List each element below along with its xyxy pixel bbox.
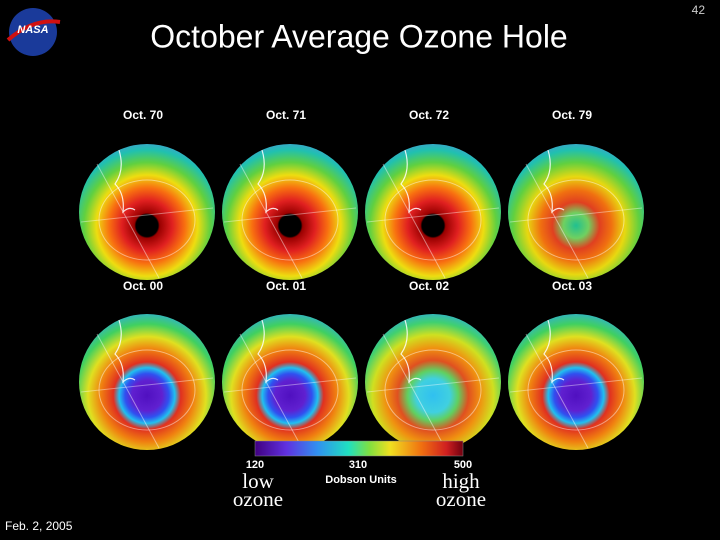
latitude-line	[98, 179, 196, 261]
meridian-line	[382, 163, 446, 279]
nasa-logo: NASA	[6, 8, 61, 56]
meridian-line	[80, 377, 214, 393]
globe	[508, 144, 644, 280]
low-label-box: low ozone	[232, 472, 284, 511]
coastline	[257, 149, 279, 214]
latitude-line	[98, 349, 196, 431]
meridian-line	[509, 377, 643, 393]
meridian-line	[96, 163, 160, 279]
meridian-line	[223, 207, 357, 223]
ozone-panel: Oct. 70	[79, 108, 215, 280]
colorbar-tick: 500	[454, 459, 472, 471]
meridian-line	[80, 207, 214, 223]
latitude-line	[241, 349, 339, 431]
high-label: high ozone	[435, 472, 487, 511]
globe	[508, 314, 644, 450]
ozone-panel: Oct. 00	[79, 279, 215, 450]
panel-label: Oct. 70	[123, 108, 163, 122]
meridian-line	[382, 333, 446, 449]
panel-label: Oct. 71	[266, 108, 306, 122]
ozone-panel: Oct. 79	[508, 108, 644, 280]
latitude-line	[527, 179, 625, 261]
meridian-line	[509, 207, 643, 223]
high-label-box: high ozone	[435, 472, 487, 511]
panel-label: Oct. 03	[552, 279, 592, 293]
meridian-line	[525, 333, 589, 449]
low-label: low ozone	[232, 472, 284, 511]
ozone-panel: Oct. 72	[365, 108, 501, 280]
meridian-line	[96, 333, 160, 449]
globe	[222, 314, 358, 450]
page-number: 42	[692, 3, 706, 17]
ozone-panel: Oct. 03	[508, 279, 644, 450]
coastline	[114, 319, 136, 384]
meridian-line	[366, 377, 500, 393]
logo-swoosh	[6, 19, 61, 42]
ozone-panel: Oct. 01	[222, 279, 358, 450]
panel-grid: Oct. 70 Oct. 71 Oct. 72 Oct. 79 Oct. 00 Oct. …	[79, 108, 644, 450]
latitude-line	[384, 179, 482, 261]
globe	[222, 144, 358, 280]
meridian-line	[239, 333, 303, 449]
logo-text: NASA	[17, 24, 48, 36]
coastline	[543, 149, 565, 214]
panel-label: Oct. 00	[123, 279, 163, 293]
globe	[365, 144, 501, 280]
coastline	[400, 149, 422, 214]
globe	[79, 314, 215, 450]
latitude-line	[241, 179, 339, 261]
coastline	[257, 319, 279, 384]
meridian-line	[239, 163, 303, 279]
coastline	[114, 149, 136, 214]
ozone-panel: Oct. 71	[222, 108, 358, 280]
latitude-line	[384, 349, 482, 431]
panel-label: Oct. 72	[409, 108, 449, 122]
coastline	[400, 319, 422, 384]
ozone-panel: Oct. 02	[365, 279, 501, 450]
coastline	[543, 319, 565, 384]
meridian-line	[366, 207, 500, 223]
meridian-line	[223, 377, 357, 393]
colorbar-tick: 120	[246, 459, 264, 471]
panel-label: Oct. 01	[266, 279, 306, 293]
latitude-line	[527, 349, 625, 431]
meridian-line	[525, 163, 589, 279]
colorbar-tick: 310	[349, 459, 367, 471]
panel-label: Oct. 79	[552, 108, 592, 122]
panel-label: Oct. 02	[409, 279, 449, 293]
globe	[365, 314, 501, 450]
slide-title: October Average Ozone Hole	[150, 18, 567, 54]
colorbar-unit: Dobson Units	[325, 474, 397, 486]
globe	[79, 144, 215, 280]
colorbar	[254, 440, 464, 457]
footer-date: Feb. 2, 2005	[5, 519, 73, 533]
